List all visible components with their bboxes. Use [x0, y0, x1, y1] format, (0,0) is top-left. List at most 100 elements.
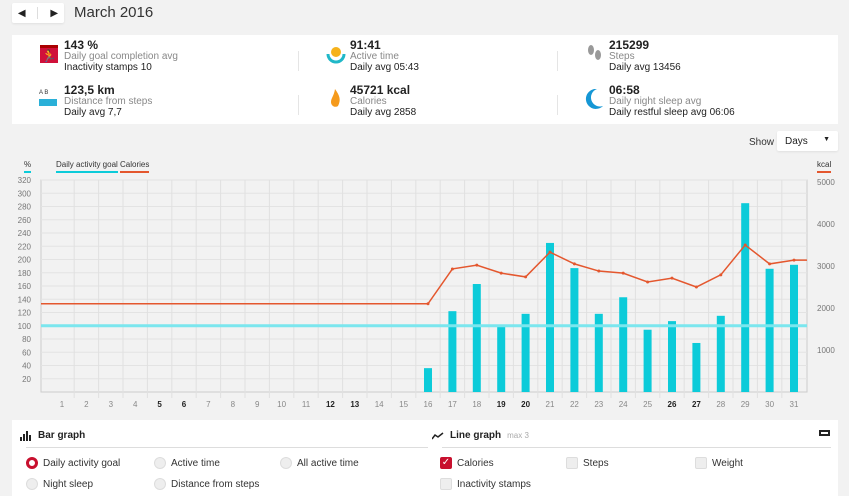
- month-title: March 2016: [74, 4, 154, 21]
- x-tick: 1: [60, 400, 65, 409]
- stat-label: Calories: [350, 96, 387, 107]
- checkbox[interactable]: [566, 457, 578, 469]
- radio-button[interactable]: [280, 457, 292, 469]
- calories-point: [426, 302, 430, 306]
- calories-point: [743, 243, 747, 247]
- x-tick: 20: [521, 400, 530, 409]
- bar-option-radio[interactable]: Distance from steps: [154, 478, 259, 490]
- bar: [424, 368, 432, 392]
- y-tick-left: 240: [18, 229, 32, 238]
- x-tick: 17: [448, 400, 457, 409]
- x-tick: 15: [399, 400, 408, 409]
- calories-point: [646, 280, 650, 284]
- x-tick: 27: [692, 400, 701, 409]
- stat-label: Daily goal completion avg: [64, 51, 178, 62]
- running-calendar-icon: 🏃: [38, 42, 60, 64]
- stat-detail: Daily avg 2858: [350, 107, 417, 118]
- sun-icon: [324, 42, 346, 64]
- radio-button[interactable]: [154, 457, 166, 469]
- y-tick-right: 1000: [817, 346, 835, 355]
- y-tick-left: 260: [18, 216, 32, 225]
- bar-option-radio[interactable]: Daily activity goal: [26, 457, 120, 469]
- legend-calories[interactable]: Calories: [120, 160, 150, 173]
- radio-button[interactable]: [154, 478, 166, 490]
- y-tick-right: 3000: [817, 262, 835, 271]
- y-tick-left: 100: [18, 322, 32, 331]
- checkbox[interactable]: ✓: [440, 457, 452, 469]
- calories-point: [572, 262, 576, 266]
- line-chart-icon: [432, 431, 444, 439]
- bar-option-radio[interactable]: Active time: [154, 457, 220, 469]
- calories-point: [719, 273, 723, 277]
- stat-value: 215299: [609, 38, 650, 52]
- divider: [442, 447, 831, 448]
- calories-point: [621, 271, 625, 275]
- bar-graph-title: Bar graph: [38, 430, 86, 441]
- y-tick-left: 300: [18, 189, 32, 198]
- calories-point: [524, 275, 528, 279]
- prev-month-button[interactable]: ◀: [17, 7, 26, 19]
- line-option-checkbox[interactable]: Inactivity stamps: [440, 478, 531, 490]
- x-tick: 4: [133, 400, 138, 409]
- bar-option-radio[interactable]: Night sleep: [26, 478, 93, 490]
- y-tick-left: 200: [18, 256, 32, 265]
- y-tick-right: 2000: [817, 304, 835, 313]
- right-axis-unit: kcal: [817, 160, 832, 173]
- y-tick-right: 5000: [817, 178, 835, 187]
- calories-point: [548, 250, 552, 254]
- bar-chart-icon: [20, 431, 31, 441]
- graph-options-panel: Bar graph Line graph max 3 Daily activit…: [12, 420, 838, 496]
- line-option-checkbox[interactable]: ✓ Calories: [440, 457, 494, 469]
- stat-detail: Daily avg 13456: [609, 62, 681, 73]
- x-tick: 11: [302, 400, 311, 409]
- option-label: Night sleep: [43, 478, 94, 490]
- line-option-checkbox[interactable]: Weight: [695, 457, 743, 469]
- divider: [557, 95, 558, 115]
- checkbox[interactable]: [695, 457, 707, 469]
- x-tick: 21: [546, 400, 555, 409]
- x-tick: 23: [594, 400, 603, 409]
- bar-option-radio[interactable]: All active time: [280, 457, 359, 469]
- radio-button[interactable]: [26, 457, 38, 469]
- y-tick-left: 220: [18, 242, 32, 251]
- x-tick: 8: [231, 400, 236, 409]
- calories-point: [768, 262, 772, 266]
- bar: [643, 329, 652, 392]
- collapse-button[interactable]: [819, 430, 830, 436]
- legend-daily-activity-goal[interactable]: Daily activity goal: [56, 160, 118, 173]
- bar: [619, 297, 628, 392]
- checkbox[interactable]: [440, 478, 452, 490]
- activity-chart: 2040608010012014016018020022024026028030…: [18, 176, 836, 409]
- line-option-checkbox[interactable]: Steps: [566, 457, 609, 469]
- divider: [26, 447, 428, 448]
- y-tick-left: 120: [18, 309, 32, 318]
- x-tick: 2: [84, 400, 89, 409]
- bar: [716, 315, 725, 392]
- x-tick: 31: [790, 400, 799, 409]
- x-tick: 3: [109, 400, 114, 409]
- line-graph-header: Line graph max 3: [432, 430, 529, 441]
- bar: [790, 264, 798, 392]
- bar: [765, 268, 774, 392]
- stat-detail: Daily restful sleep avg 06:06: [609, 107, 735, 118]
- option-label: Calories: [457, 457, 494, 469]
- radio-button[interactable]: [26, 478, 38, 490]
- stat-value: 143 %: [64, 38, 99, 52]
- x-tick: 13: [350, 400, 359, 409]
- bar: [570, 268, 579, 392]
- x-tick: 7: [206, 400, 211, 409]
- next-month-button[interactable]: ▶: [50, 7, 59, 19]
- stat-value: 91:41: [350, 38, 381, 52]
- option-label: Weight: [712, 457, 743, 469]
- stat-label: Distance from steps: [64, 96, 153, 107]
- show-label: Show: [749, 137, 775, 148]
- period-select[interactable]: Days ▼: [777, 131, 838, 151]
- x-tick: 29: [741, 400, 750, 409]
- calories-point: [694, 285, 698, 289]
- x-tick: 12: [326, 400, 335, 409]
- y-tick-left: 60: [22, 348, 31, 357]
- bar: [594, 313, 603, 392]
- y-tick-left: 80: [22, 335, 31, 344]
- calories-point: [792, 258, 796, 262]
- stat-value: 123,5 km: [64, 83, 115, 97]
